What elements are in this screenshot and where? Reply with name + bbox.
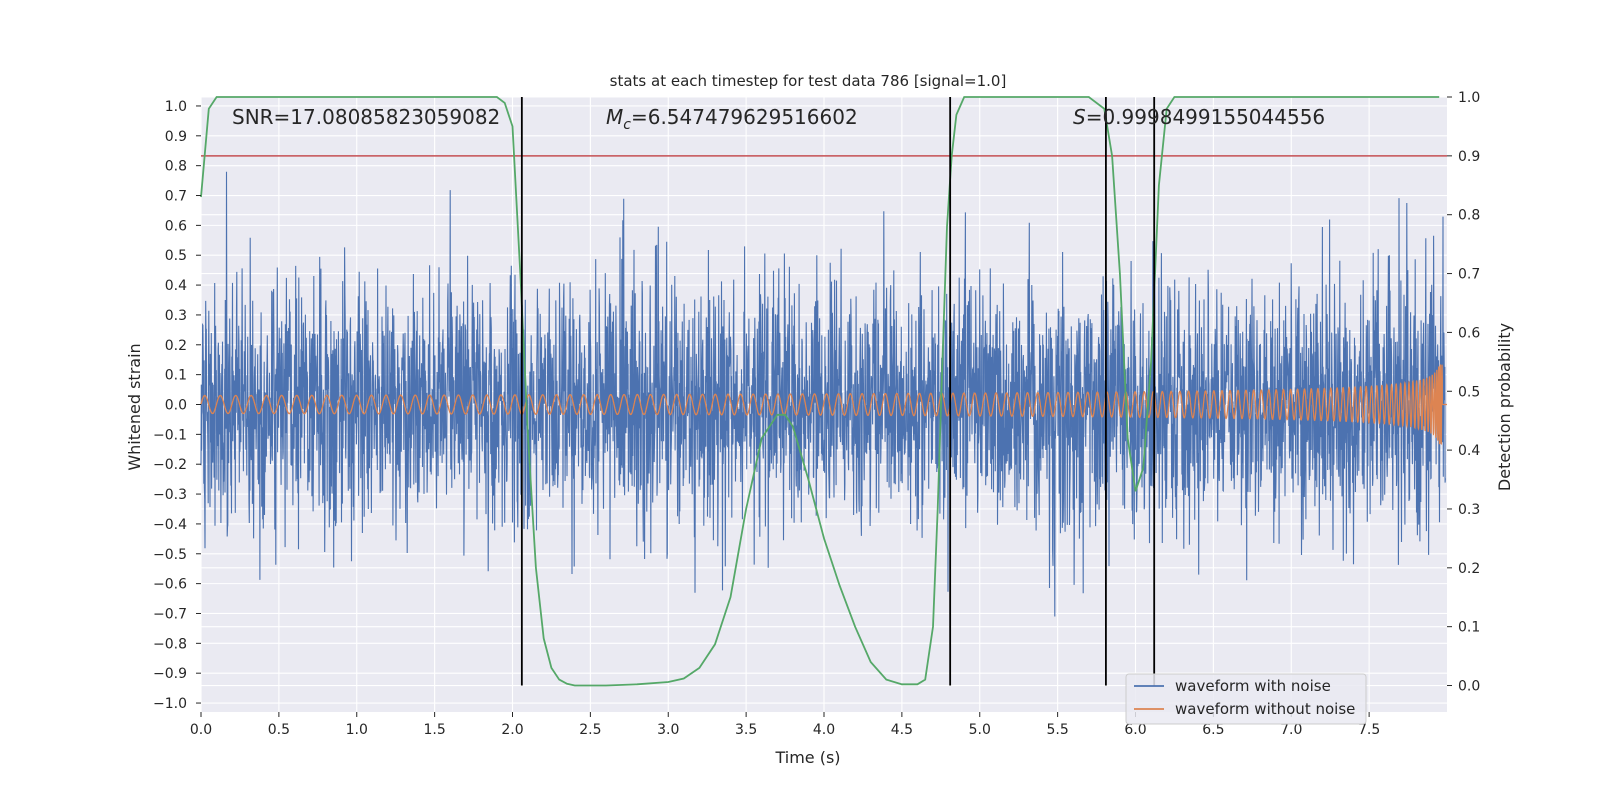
y-tick-label: −0.4 <box>153 517 187 533</box>
x-tick-label: 1.0 <box>346 722 368 738</box>
y-tick-label: 0.2 <box>165 338 187 354</box>
x-tick-label: 1.5 <box>423 722 445 738</box>
y-tick-label: −0.9 <box>153 666 187 682</box>
significance-annotation: S=0.9998499155044556 <box>1073 105 1325 129</box>
y-tick-label: 1.0 <box>165 99 187 115</box>
snr-annotation: SNR=17.08085823059082 <box>232 105 500 129</box>
x-axis-label: Time (s) <box>774 748 840 767</box>
chirp-mass-symbol: M <box>606 105 623 129</box>
x-tick-label: 0.5 <box>268 722 290 738</box>
noise-trace <box>200 171 1446 617</box>
y-tick-label: 0.7 <box>165 189 187 205</box>
y-tick-label: −1.0 <box>153 696 187 712</box>
chirp-mass-subscript: c <box>623 117 631 133</box>
y-tick-label: −0.7 <box>153 606 187 622</box>
y2-tick-label: 1.0 <box>1458 90 1480 106</box>
vertical-markers <box>520 97 1156 686</box>
x-tick-label: 7.5 <box>1358 722 1380 738</box>
x-tick-label: 4.5 <box>891 722 913 738</box>
y-tick-label: −0.2 <box>153 457 187 473</box>
x-tick-label: 6.0 <box>1124 722 1146 738</box>
y2-tick-label: 0.9 <box>1458 149 1480 165</box>
y-tick-label: 0.6 <box>165 218 187 234</box>
y2-tick-label: 0.8 <box>1458 208 1480 224</box>
x-tick-label: 4.0 <box>813 722 835 738</box>
x-tick-label: 2.5 <box>579 722 601 738</box>
y-tick-label: 0.8 <box>165 159 187 175</box>
significance-value: =0.9998499155044556 <box>1086 105 1325 129</box>
x-tick-label: 5.0 <box>969 722 991 738</box>
chirp-mass-value: =6.547479629516602 <box>631 105 858 129</box>
y-tick-label: 0.3 <box>165 308 187 324</box>
y-tick-label: −0.8 <box>153 636 187 652</box>
y2-tick-label: 0.4 <box>1458 443 1480 459</box>
y-tick-label: −0.6 <box>153 577 187 593</box>
chirp-mass-annotation: Mc=6.547479629516602 <box>606 105 858 133</box>
y2-axis-label: Detection probability <box>1495 323 1514 491</box>
legend-label-noise: waveform with noise <box>1175 677 1331 695</box>
significance-symbol: S <box>1073 105 1086 129</box>
y2-tick-label: 0.0 <box>1458 679 1480 695</box>
x-tick-label: 2.0 <box>501 722 523 738</box>
y2-tick-label: 0.2 <box>1458 561 1480 577</box>
x-tick-label: 3.5 <box>735 722 757 738</box>
chirp-trace <box>200 364 1447 446</box>
series-waveform-with-noise <box>200 171 1446 617</box>
y2-tick-label: 0.1 <box>1458 620 1480 636</box>
y2-tick-label: 0.3 <box>1458 502 1480 518</box>
x-tick-label: 5.5 <box>1046 722 1068 738</box>
y-tick-label: −0.1 <box>153 427 187 443</box>
legend: waveform with noise waveform without noi… <box>1125 673 1367 725</box>
legend-label-clean: waveform without noise <box>1175 700 1355 718</box>
y2-tick-label: 0.6 <box>1458 325 1480 341</box>
x-tick-label: 6.5 <box>1202 722 1224 738</box>
y-tick-label: 0.5 <box>165 248 187 264</box>
x-tick-label: 0.0 <box>190 722 212 738</box>
y-tick-label: −0.3 <box>153 487 187 503</box>
x-tick-label: 7.0 <box>1280 722 1302 738</box>
legend-box <box>1125 673 1367 725</box>
y-tick-label: 0.0 <box>165 398 187 414</box>
y-axis-label: Whitened strain <box>125 343 144 470</box>
y2-tick-label: 0.5 <box>1458 384 1480 400</box>
x-tick-label: 3.0 <box>657 722 679 738</box>
y-tick-label: −0.5 <box>153 547 187 563</box>
series-waveform-without-noise <box>200 364 1447 446</box>
axis-ticks: 0.0 0.5 1.0 1.5 2.0 2.5 3.0 3.5 4.0 4.5 5.0 5.5 6.0 6… <box>153 90 1480 738</box>
y-tick-label: 0.9 <box>165 129 187 145</box>
y-tick-label: 0.1 <box>165 368 187 384</box>
y-tick-label: 0.4 <box>165 278 187 294</box>
chart-title: stats at each timestep for test data 786… <box>610 72 1007 90</box>
y2-tick-label: 0.7 <box>1458 267 1480 283</box>
